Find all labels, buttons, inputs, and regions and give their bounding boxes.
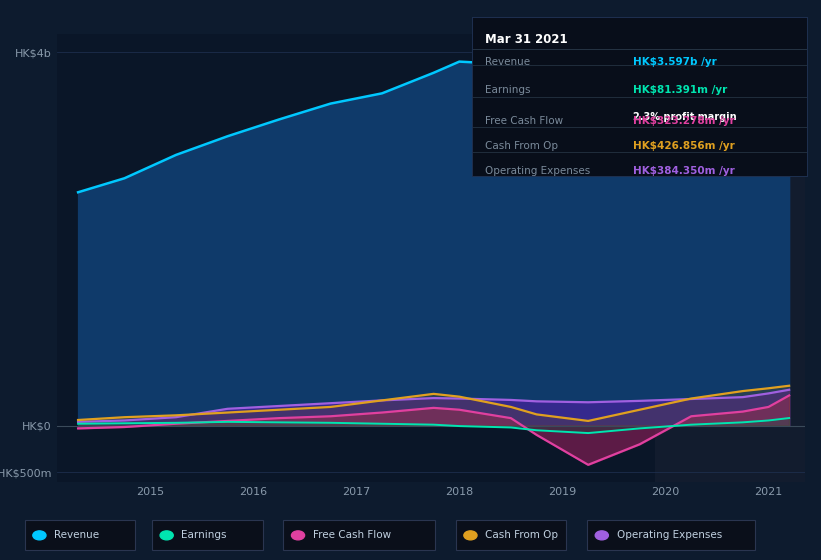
Text: Operating Expenses: Operating Expenses (617, 530, 722, 540)
Text: Mar 31 2021: Mar 31 2021 (485, 32, 568, 46)
Text: Operating Expenses: Operating Expenses (485, 166, 591, 176)
Text: Revenue: Revenue (485, 57, 530, 67)
Text: Earnings: Earnings (485, 85, 531, 95)
Text: 2.3% profit margin: 2.3% profit margin (633, 112, 736, 122)
Text: HK$81.391m /yr: HK$81.391m /yr (633, 85, 727, 95)
Text: HK$323.278m /yr: HK$323.278m /yr (633, 116, 735, 126)
Text: Free Cash Flow: Free Cash Flow (313, 530, 391, 540)
Text: Cash From Op: Cash From Op (485, 530, 558, 540)
Text: Cash From Op: Cash From Op (485, 141, 558, 151)
Text: Free Cash Flow: Free Cash Flow (485, 116, 563, 126)
Text: Revenue: Revenue (54, 530, 99, 540)
Text: HK$426.856m /yr: HK$426.856m /yr (633, 141, 735, 151)
Text: HK$384.350m /yr: HK$384.350m /yr (633, 166, 735, 176)
Text: Earnings: Earnings (181, 530, 227, 540)
Bar (655, 34, 805, 482)
Text: HK$3.597b /yr: HK$3.597b /yr (633, 57, 717, 67)
